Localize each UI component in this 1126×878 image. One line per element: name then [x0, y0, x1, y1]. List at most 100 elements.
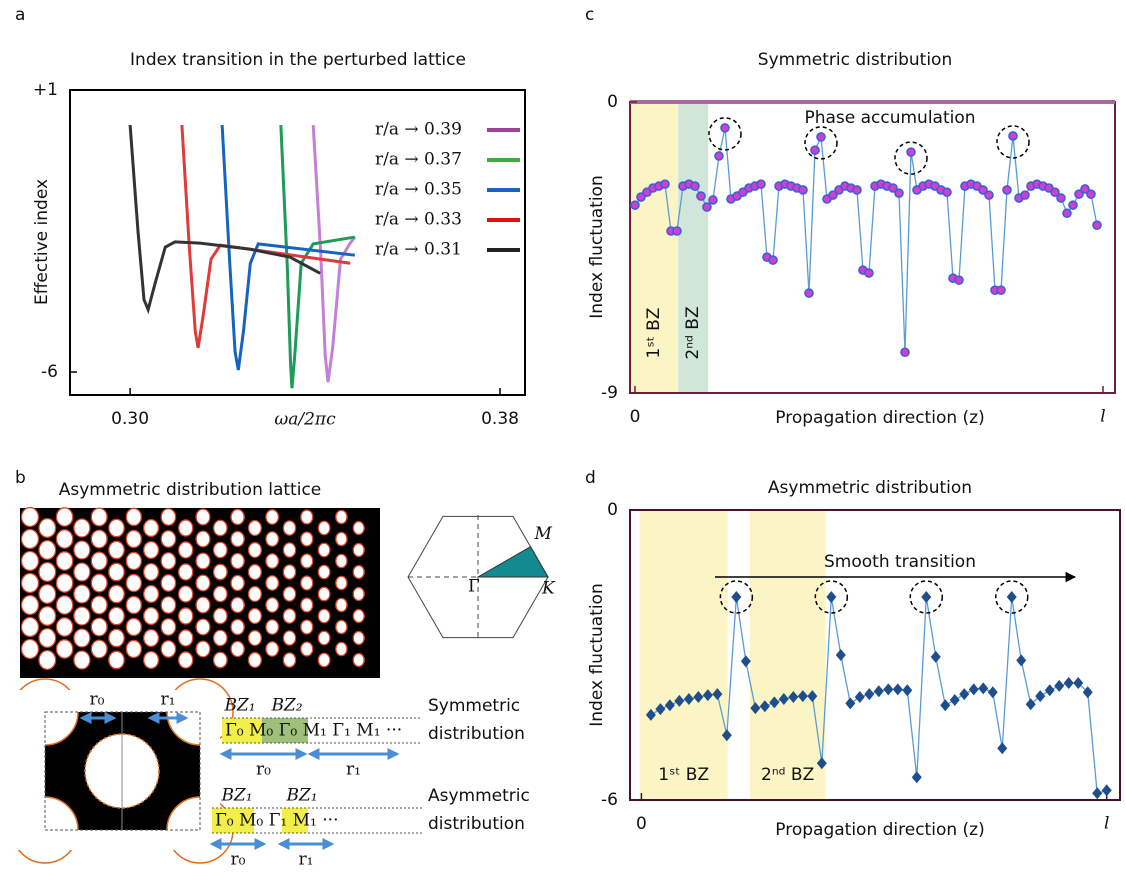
lattice-hole: [318, 565, 330, 579]
lattice-hole: [214, 586, 227, 601]
lattice-hole: [301, 642, 313, 656]
lattice-hole: [318, 631, 330, 645]
lattice-hole: [266, 510, 279, 525]
lattice-hole: [39, 629, 56, 648]
lattice-hole: [231, 575, 244, 590]
lattice-hole: [266, 576, 279, 591]
y-tick-label: +1: [33, 80, 58, 100]
data-point: [943, 188, 951, 196]
lattice-hole: [39, 541, 56, 560]
lattice-hole: [318, 609, 330, 623]
row-label: distribution: [428, 814, 525, 834]
lattice-hole: [56, 640, 72, 658]
annotation: Phase accumulation: [804, 108, 975, 128]
x-axis-label: ωa/2πc: [274, 410, 336, 430]
zone-band: [750, 510, 826, 800]
lattice-hole: [144, 564, 159, 581]
lattice-hole: [39, 563, 56, 582]
data-point: [715, 152, 723, 160]
lattice-hole: [248, 631, 261, 646]
annotation: Smooth transition: [824, 552, 976, 572]
data-point: [811, 146, 819, 154]
data-point: [955, 276, 963, 284]
lattice-hole: [161, 531, 175, 547]
lattice-hole: [39, 607, 56, 626]
period-label: r₁: [299, 850, 314, 870]
data-point: [1021, 191, 1029, 199]
data-point: [864, 688, 874, 700]
zone-label: 2ⁿᵈ BZ: [761, 765, 814, 785]
data-point: [940, 699, 950, 711]
panel-letter: b: [15, 468, 26, 488]
y-axis-label: Index fluctuation: [587, 175, 607, 318]
lattice-hole: [74, 651, 90, 669]
lattice-hole: [353, 588, 364, 601]
x-tick-label: 0.38: [481, 409, 519, 429]
lattice-hole: [144, 652, 159, 669]
chart-title: Symmetric distribution: [758, 50, 952, 70]
zone-label: 2ⁿᵈ BZ: [683, 306, 703, 359]
lattice-hole: [336, 554, 347, 567]
lattice-hole: [91, 530, 107, 548]
y-tick-label: 0: [607, 500, 618, 520]
figure: aIndex transition in the perturbed latti…: [0, 0, 1126, 878]
lattice-hole: [109, 563, 124, 580]
lattice-hole: [248, 653, 261, 668]
lattice-hole: [301, 510, 313, 524]
lattice-hole: [22, 596, 39, 615]
zone-point: K: [541, 579, 556, 599]
x-tick-label: 0.30: [111, 409, 149, 429]
lattice-hole: [283, 521, 295, 535]
lattice-hole: [56, 618, 72, 636]
zone-points: Γ₀ M₀ Γ₀ M₁ Γ₁ M₁ ···: [225, 721, 402, 741]
lattice-hole: [126, 596, 141, 613]
lattice-hole: [144, 520, 159, 537]
irreducible-zone: [478, 547, 548, 577]
legend-label: r/a → 0.31: [375, 240, 462, 260]
data-point: [855, 691, 865, 703]
data-point: [950, 694, 960, 706]
zone-points: Γ₀ M₀ Γ₁ M₁ ···: [215, 811, 339, 831]
lattice-hole: [196, 575, 210, 591]
lattice-hole: [91, 574, 107, 592]
data-point: [988, 686, 998, 698]
lattice-hole: [161, 597, 175, 613]
lattice-hole: [179, 564, 193, 580]
lattice-hole: [161, 619, 175, 635]
data-point: [901, 348, 909, 356]
lattice-hole: [248, 521, 261, 536]
lattice-hole: [22, 508, 39, 527]
y-tick-label: -6: [601, 790, 618, 810]
lattice-hole: [231, 619, 244, 634]
lattice-hole: [39, 651, 56, 670]
lattice-hole: [91, 640, 107, 658]
lattice-hole: [266, 642, 279, 657]
x-axis-label: Propagation direction (z): [775, 820, 984, 840]
lattice-hole: [231, 553, 244, 568]
lattice-hole: [179, 652, 193, 668]
lattice-hole: [109, 585, 124, 602]
zone-label: 1ˢᵗ BZ: [658, 765, 709, 785]
data-point: [1057, 194, 1065, 202]
lattice-hole: [22, 574, 39, 593]
panel-letter: d: [585, 468, 596, 488]
data-point: [1102, 784, 1112, 796]
zone-name: BZ₂: [270, 696, 302, 716]
y-axis-label: Effective index: [32, 179, 52, 305]
lattice-hole: [231, 641, 244, 656]
lattice-hole: [74, 541, 90, 559]
lattice-hole: [266, 532, 279, 547]
data-point: [853, 186, 861, 194]
lattice-hole: [161, 553, 175, 569]
data-point: [697, 192, 705, 200]
zone-point: M: [534, 524, 553, 544]
lattice-hole: [179, 520, 193, 536]
lattice-hole: [214, 542, 227, 557]
lattice-hole: [266, 620, 279, 635]
y-tick-label: -6: [41, 362, 58, 382]
data-point: [902, 684, 912, 696]
data-point: [1064, 677, 1074, 689]
data-point: [865, 269, 873, 277]
legend-label: r/a → 0.37: [375, 150, 462, 170]
data-point: [1016, 654, 1026, 666]
